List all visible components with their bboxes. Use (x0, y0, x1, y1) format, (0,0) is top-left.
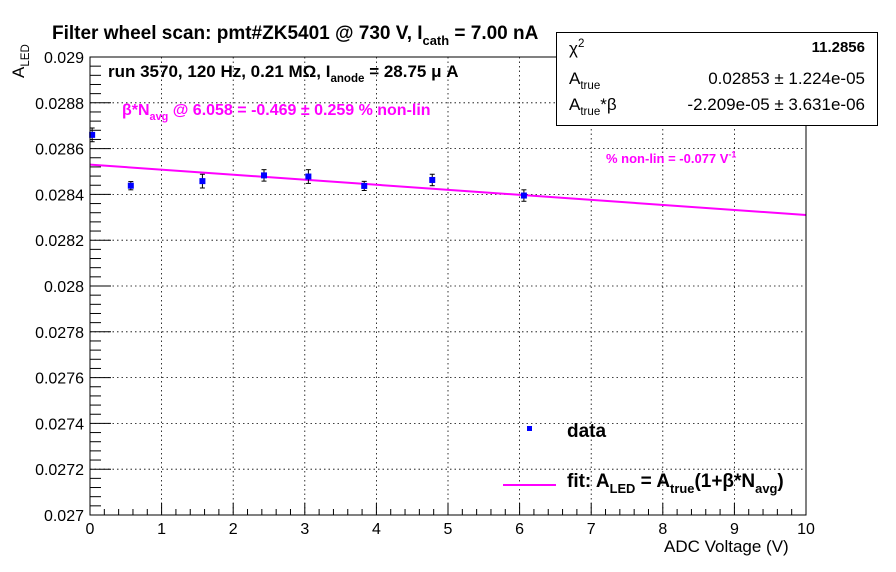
legend-entry-data: data (567, 421, 607, 442)
y-tick-label: 0.029 (44, 50, 84, 67)
data-point (199, 178, 206, 185)
x-tick-label: 2 (229, 521, 238, 538)
y-axis-label: ALED (9, 44, 33, 78)
data-point (429, 176, 436, 183)
chi2-value: 11.2856 (811, 39, 865, 56)
legend-entry-fit: fit: ALED = Atrue(1+β*Navg) (567, 471, 784, 496)
x-axis-label: ADC Voltage (V) (664, 537, 789, 556)
y-tick-label: 0.0274 (35, 416, 84, 433)
legend-marks (503, 426, 556, 486)
data-point (305, 173, 312, 180)
y-tick-label: 0.0278 (35, 325, 84, 342)
y-tick-label: 0.0288 (35, 96, 84, 113)
fit-stats-box: χ2 11.2856 Atrue 0.02853 ± 1.224e-05 Atr… (556, 32, 878, 126)
x-tick-label: 1 (157, 521, 166, 538)
x-tick-label: 7 (587, 521, 596, 538)
a-true-label: Atrue (569, 69, 601, 93)
data-point (89, 131, 96, 138)
nonlin-annotation: β*Navg @ 6.058 = -0.469 ± 0.259 % non-li… (122, 102, 431, 123)
chi2-label: χ2 (569, 38, 585, 58)
data-point (260, 172, 267, 179)
chart-title: Filter wheel scan: pmt#ZK5401 @ 730 V, I… (52, 23, 539, 48)
plot-frame (89, 56, 807, 516)
fit-line (89, 163, 807, 217)
x-tick-label: 6 (515, 521, 524, 538)
x-tick-label: 8 (658, 521, 667, 538)
a-true-value: 0.02853 ± 1.224e-05 (708, 69, 865, 88)
legend-marker-data (527, 426, 532, 431)
y-tick-label: 0.0282 (35, 233, 84, 250)
x-tick-label: 10 (797, 521, 815, 538)
data-point (361, 182, 368, 189)
stats-row-a-beta: Atrue*β -2.209e-05 ± 3.631e-06 (557, 95, 877, 119)
stats-row-a-true: Atrue 0.02853 ± 1.224e-05 (557, 69, 877, 93)
x-tick-label: 3 (300, 521, 309, 538)
data-point (520, 192, 527, 199)
y-tick-label: 0.0284 (35, 187, 84, 204)
a-beta-value: -2.209e-05 ± 3.631e-06 (687, 95, 865, 114)
x-tick-label: 4 (372, 521, 381, 538)
axes: 0 1 2 3 4 5 6 7 8 9 10 0.027 0.0272 0.0274 0.0276 0.027… (35, 50, 815, 538)
run-label: run 3570, 120 Hz, 0.21 MΩ, Ianode = 28.7… (108, 62, 459, 86)
stats-row-chi2: χ2 11.2856 (557, 38, 877, 61)
y-tick-label: 0.0276 (35, 371, 84, 388)
fit-line-segment (89, 163, 807, 217)
a-beta-label: Atrue*β (569, 95, 617, 119)
y-tick-label: 0.027 (44, 508, 84, 525)
x-tick-label: 5 (444, 521, 453, 538)
slope-annotation: % non-lin = -0.077 V-1 (606, 149, 737, 166)
y-tick-label: 0.028 (44, 279, 84, 296)
x-tick-label: 0 (86, 521, 95, 538)
data-points (89, 127, 527, 202)
data-point (127, 182, 134, 189)
y-tick-label: 0.0272 (35, 462, 84, 479)
y-tick-label: 0.0286 (35, 142, 84, 159)
x-tick-label: 9 (730, 521, 739, 538)
